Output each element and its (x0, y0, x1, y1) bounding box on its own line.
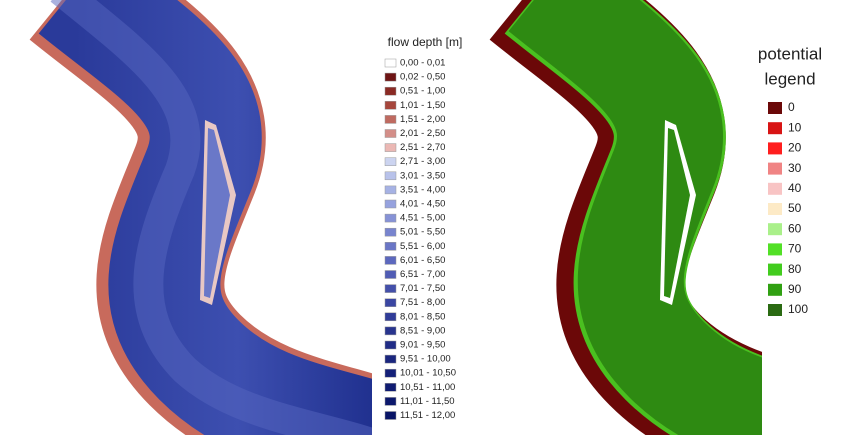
legend-label: 1,51 - 2,00 (400, 114, 445, 125)
legend-label: 6,01 - 6,50 (400, 255, 445, 266)
legend-label: 5,01 - 5,50 (400, 227, 445, 238)
potential-legend: 0 10 20 30 40 50 60 70 80 90 100 (768, 100, 808, 316)
legend-swatch (385, 397, 396, 405)
depth-legend: 0,00 - 0,01 0,02 - 0,50 0,51 - 1,00 1,01 - … (385, 58, 456, 422)
legend-label: 30 (788, 161, 802, 175)
legend-label: 2,71 - 3,00 (400, 156, 445, 167)
legend-swatch (385, 87, 396, 95)
legend-swatch (768, 203, 782, 215)
legend-label: 60 (788, 221, 802, 235)
legend-label: 10 (788, 120, 802, 134)
legend-swatch (768, 284, 782, 296)
legend-label: 0,00 - 0,01 (400, 58, 445, 69)
legend-swatch (385, 369, 396, 377)
legend-label: 20 (788, 141, 802, 155)
legend-swatch (385, 299, 396, 307)
legend-label: 4,01 - 4,50 (400, 199, 445, 210)
legend-label: 0 (788, 100, 795, 114)
legend-label: 3,01 - 3,50 (400, 170, 445, 181)
legend-label: 2,51 - 2,70 (400, 142, 445, 153)
legend-label: 0,51 - 1,00 (400, 86, 445, 97)
legend-swatch (385, 271, 396, 279)
legend-swatch (385, 158, 396, 166)
legend-label: 9,51 - 10,00 (400, 354, 451, 365)
legend-label: 9,01 - 9,50 (400, 340, 445, 351)
legend-label: 40 (788, 181, 802, 195)
legend-swatch (385, 242, 396, 250)
legend-swatch (385, 101, 396, 109)
legend-swatch (768, 183, 782, 195)
legend-swatch (385, 327, 396, 335)
legend-swatch (385, 341, 396, 349)
legend-label: 6,51 - 7,00 (400, 269, 445, 280)
legend-label: 70 (788, 242, 802, 256)
legend-swatch (385, 355, 396, 363)
legend-swatch (768, 102, 782, 114)
legend-label: 50 (788, 201, 802, 215)
legend-swatch (385, 172, 396, 180)
legend-label: 11,01 - 11,50 (400, 396, 455, 407)
legend-swatch (385, 73, 396, 81)
legend-label: 10,51 - 11,00 (400, 382, 455, 393)
legend-swatch (385, 144, 396, 152)
legend-label: 10,01 - 10,50 (400, 368, 456, 379)
legend-swatch (385, 313, 396, 321)
legend-label: 4,51 - 5,00 (400, 213, 445, 224)
legend-label: 5,51 - 6,00 (400, 241, 445, 252)
depth-legend-title: flow depth [m] (388, 35, 463, 49)
legend-swatch (768, 163, 782, 175)
legend-label: 0,02 - 0,50 (400, 72, 445, 83)
legend-label: 11,51 - 12,00 (400, 410, 455, 421)
legend-swatch (768, 304, 782, 316)
legend-swatch (385, 285, 396, 293)
depth-map (60, 0, 402, 435)
legend-label: 7,01 - 7,50 (400, 283, 445, 294)
legend-swatch (385, 200, 396, 208)
legend-swatch (385, 412, 396, 420)
screen: flow depth [m] 0,00 - 0,01 0,02 - 0,50 0,5… (0, 0, 843, 435)
legend-swatch (385, 59, 396, 67)
legend-swatch (385, 115, 396, 123)
legend-swatch (385, 383, 396, 391)
legend-label: 8,01 - 8,50 (400, 311, 445, 322)
legend-swatch (768, 264, 782, 276)
potential-legend-title: legend (764, 69, 815, 88)
legend-label: 2,01 - 2,50 (400, 128, 445, 139)
legend-swatch (768, 122, 782, 134)
legend-label: 90 (788, 282, 802, 296)
legend-swatch (385, 130, 396, 138)
legend-swatch (385, 186, 396, 194)
legend-label: 7,51 - 8,00 (400, 297, 445, 308)
legend-label: 80 (788, 262, 802, 276)
legend-swatch (768, 223, 782, 235)
legend-label: 1,01 - 1,50 (400, 100, 445, 111)
potential-map (530, 0, 843, 435)
legend-label: 100 (788, 302, 808, 316)
legend-label: 3,51 - 4,00 (400, 184, 445, 195)
legend-swatch (385, 214, 396, 222)
potential-legend-title: potential (758, 44, 822, 63)
legend-label: 8,51 - 9,00 (400, 325, 445, 336)
legend-swatch (385, 256, 396, 264)
legend-swatch (385, 228, 396, 236)
legend-swatch (768, 142, 782, 154)
legend-swatch (768, 243, 782, 255)
